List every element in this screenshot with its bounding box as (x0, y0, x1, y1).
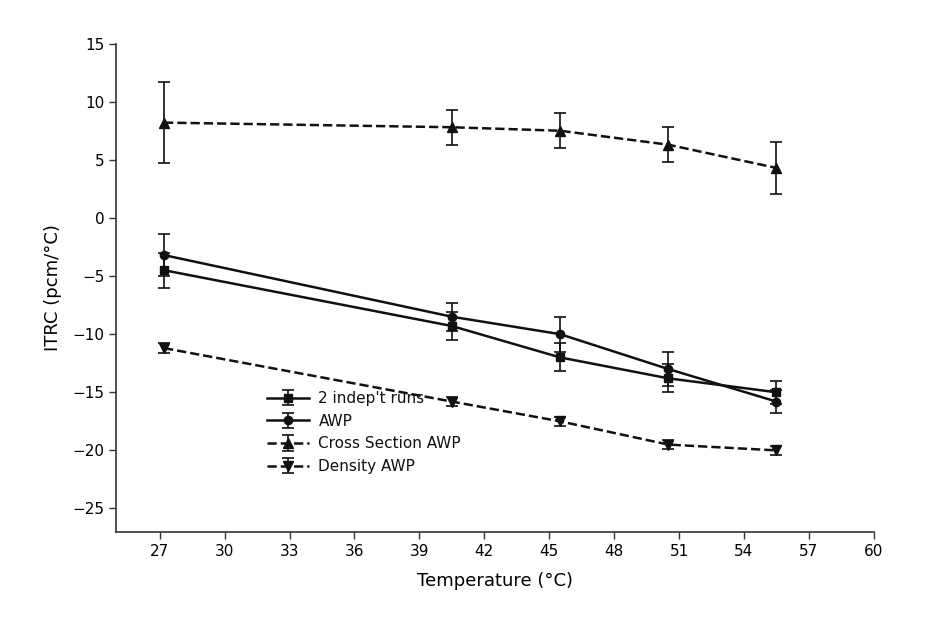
Legend: 2 indep't runs, AWP, Cross Section AWP, Density AWP: 2 indep't runs, AWP, Cross Section AWP, … (260, 385, 467, 480)
X-axis label: Temperature (°C): Temperature (°C) (417, 573, 573, 590)
Y-axis label: ITRC (pcm/°C): ITRC (pcm/°C) (44, 224, 61, 351)
